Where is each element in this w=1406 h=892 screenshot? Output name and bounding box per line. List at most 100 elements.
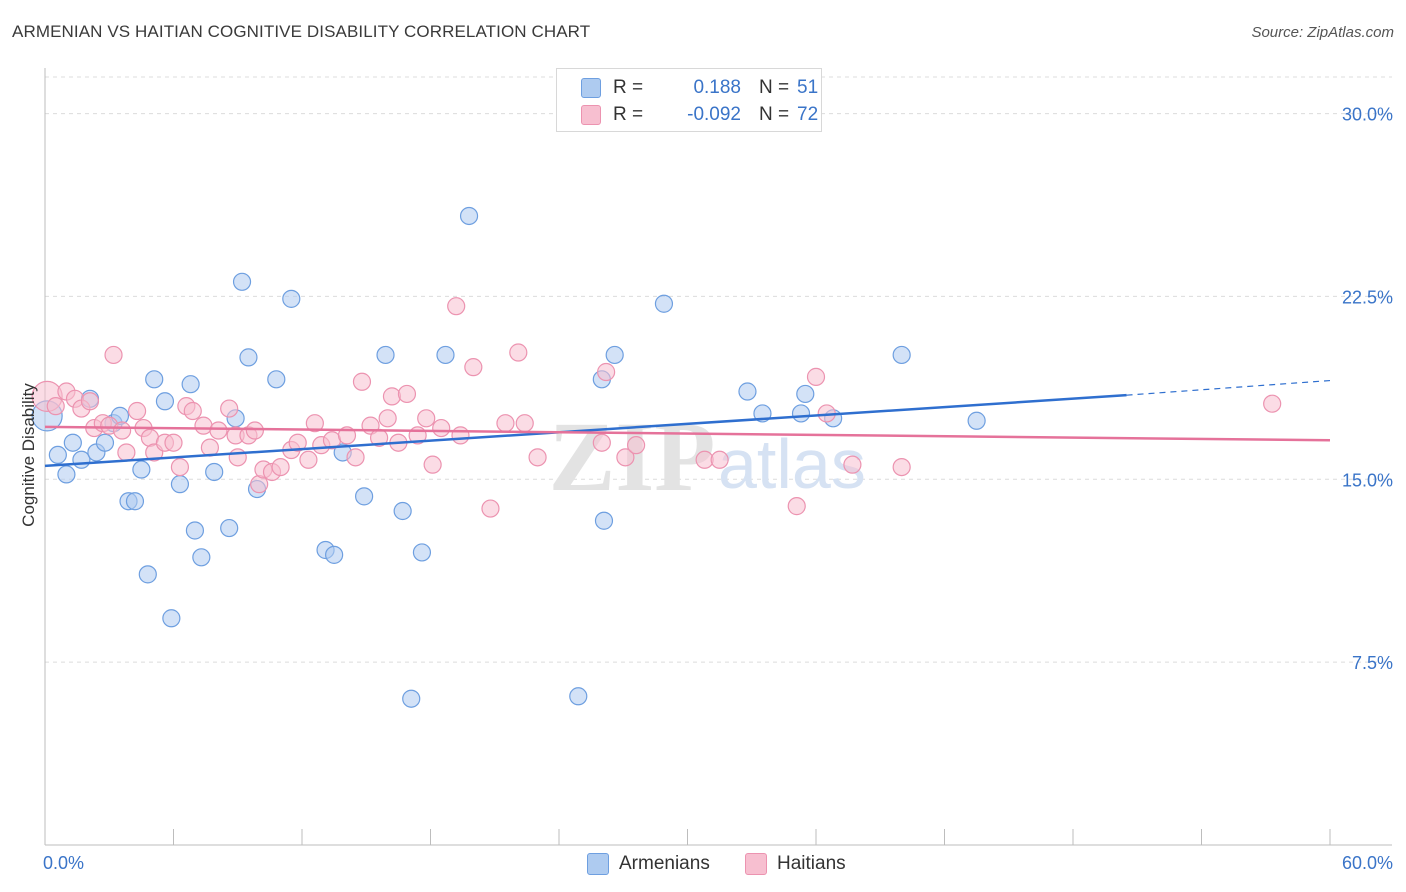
haitian-point <box>104 345 123 365</box>
data-points <box>31 206 1282 708</box>
armenian-point <box>569 687 588 706</box>
haitian-point <box>305 414 324 433</box>
trend-lines <box>44 379 1331 468</box>
haitian-point <box>626 436 646 455</box>
haitians-trend-line <box>44 425 1331 442</box>
haitian-point <box>378 409 397 428</box>
haitian-point <box>346 448 365 467</box>
armenian-point <box>95 433 115 452</box>
armenian-point <box>594 511 614 530</box>
y-tick-label: 7.5% <box>1352 653 1393 673</box>
armenian-point <box>63 433 82 452</box>
haitian-point <box>509 343 528 362</box>
armenian-point <box>355 487 374 506</box>
haitian-point <box>464 358 483 377</box>
armenian-point <box>170 475 190 494</box>
haitian-point <box>787 497 806 516</box>
armenian-point <box>605 345 624 365</box>
armenian-point <box>232 272 252 291</box>
haitian-point <box>46 397 65 416</box>
y-axis-title: Cognitive Disability <box>19 383 38 527</box>
haitian-point <box>112 421 132 440</box>
haitian-point <box>117 443 136 462</box>
haitian-point <box>194 416 213 435</box>
legend-label: Haitians <box>777 853 846 874</box>
r-value: -0.092 <box>687 104 741 125</box>
haitian-point <box>382 387 402 406</box>
correlation-legend: R = 0.188 N = 51 R = -0.092 N = 72 <box>556 68 822 132</box>
armenian-point <box>436 345 455 365</box>
haitian-point <box>528 448 547 467</box>
haitian-point <box>164 433 183 452</box>
armenian-point <box>132 460 151 479</box>
haitian-point <box>496 414 515 433</box>
chart-title: ARMENIAN VS HAITIAN COGNITIVE DISABILITY… <box>12 22 591 41</box>
armenian-point <box>791 404 811 423</box>
armenian-point <box>138 565 157 584</box>
y-tick-label: 30.0% <box>1342 105 1393 125</box>
armenian-point <box>145 370 164 389</box>
x-tick-label: 0.0% <box>43 853 84 873</box>
n-value: 72 <box>797 104 819 125</box>
armenian-point <box>205 462 224 482</box>
armenian-point <box>459 206 479 226</box>
haitian-point <box>80 392 100 411</box>
haitian-point <box>515 414 534 433</box>
armenian-point <box>48 445 67 465</box>
armenian-point <box>239 348 258 367</box>
n-label: N = <box>759 104 790 125</box>
armenian-point <box>654 294 674 313</box>
haitian-point <box>183 401 202 421</box>
haitian-point <box>288 433 307 452</box>
haitian-point <box>806 367 826 386</box>
armenian-point <box>967 411 986 430</box>
haitian-point <box>447 297 466 316</box>
armenian-point <box>192 548 211 567</box>
haitian-point <box>417 409 436 428</box>
y-tick-label: 15.0% <box>1342 470 1393 490</box>
armenian-point <box>402 689 421 708</box>
haitian-point <box>228 448 247 467</box>
armenian-point <box>892 345 911 365</box>
armenian-point <box>393 501 412 521</box>
armenian-point <box>412 543 432 562</box>
tick-labels: 7.5% 15.0% 22.5% 30.0% 0.0% 60.0% Cognitive Di… <box>19 105 1393 873</box>
haitian-point <box>352 372 372 391</box>
haitian-point <box>423 455 442 474</box>
n-label: N = <box>759 77 790 98</box>
armenian-point <box>162 609 181 628</box>
source-label: Source: ZipAtlas.com <box>1251 24 1394 41</box>
n-value: 51 <box>797 77 819 98</box>
haitian-point <box>271 457 290 477</box>
haitian-point <box>451 426 470 445</box>
haitian-point <box>843 455 862 474</box>
haitians-legend-swatch <box>745 853 767 875</box>
x-tick-label: 60.0% <box>1342 853 1393 873</box>
haitian-point <box>592 433 611 452</box>
armenians-swatch <box>581 78 601 98</box>
haitian-point <box>220 399 239 418</box>
armenians-trend-line <box>44 393 1127 468</box>
armenian-point <box>185 521 205 540</box>
armenian-point <box>155 392 175 411</box>
watermark-atlas: atlas <box>718 425 866 503</box>
armenian-point <box>72 450 91 469</box>
armenian-point <box>57 465 76 484</box>
r-value: 0.188 <box>693 77 741 98</box>
haitian-point <box>1263 394 1282 413</box>
haitian-point <box>170 457 190 477</box>
armenian-point <box>282 289 301 308</box>
armenian-point <box>376 345 395 365</box>
haitian-point <box>892 457 911 477</box>
r-label: R = <box>613 77 644 98</box>
haitian-point <box>397 384 417 404</box>
r-label: R = <box>613 104 644 125</box>
haitian-point <box>299 450 318 469</box>
haitian-point <box>209 421 228 440</box>
armenian-point <box>125 492 145 511</box>
haitian-point <box>432 418 451 438</box>
armenian-point <box>796 384 815 404</box>
watermark: ZIP atlas <box>549 401 866 512</box>
armenian-point <box>267 370 286 389</box>
